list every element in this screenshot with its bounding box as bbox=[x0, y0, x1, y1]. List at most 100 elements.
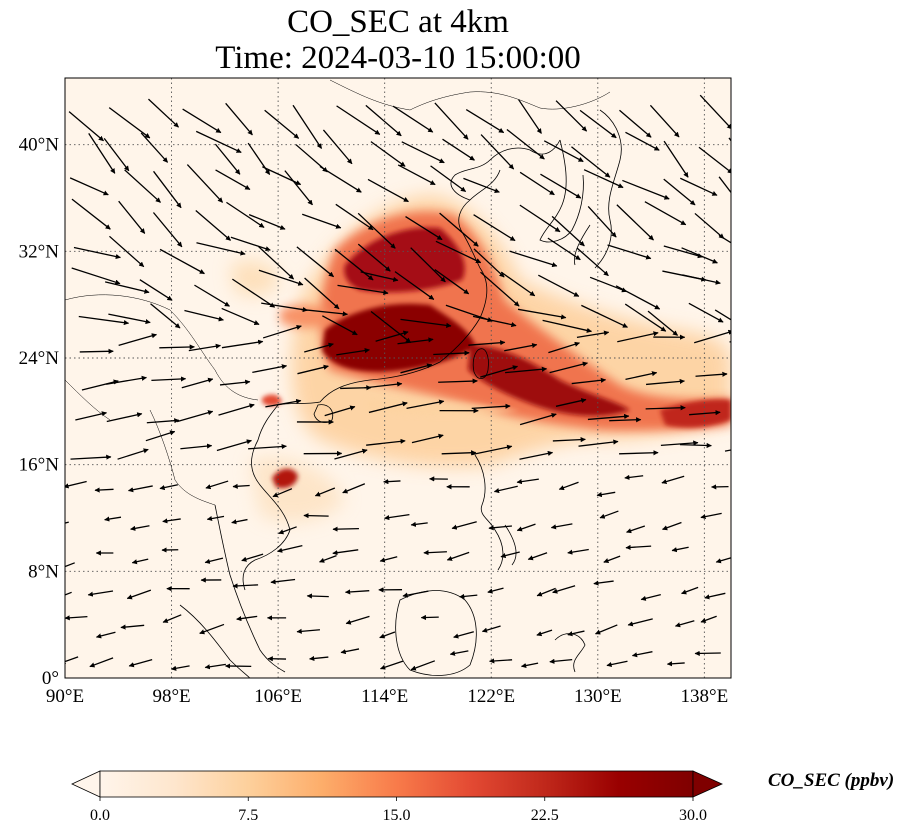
wind-arrow bbox=[552, 437, 586, 443]
wind-arrow bbox=[65, 656, 79, 664]
wind-arrow bbox=[262, 324, 302, 339]
lon-tick-label: 138°E bbox=[681, 686, 729, 707]
wind-arrow bbox=[324, 405, 356, 417]
wind-arrow bbox=[379, 556, 398, 563]
wind-arrow bbox=[336, 105, 381, 136]
wind-arrow bbox=[423, 550, 447, 556]
wind-arrow bbox=[579, 109, 617, 139]
wind-arrow bbox=[406, 399, 445, 410]
wind-arrow bbox=[277, 545, 303, 553]
map-frame bbox=[64, 77, 732, 679]
wind-arrow bbox=[640, 594, 661, 601]
wind-arrow bbox=[543, 140, 584, 163]
wind-arrow bbox=[732, 281, 762, 307]
wind-arrow bbox=[261, 302, 308, 313]
wind-arrow bbox=[663, 178, 696, 206]
wind-arrow bbox=[379, 631, 396, 639]
wind-arrow bbox=[87, 590, 114, 597]
wind-arrow bbox=[384, 514, 410, 521]
wind-arrow bbox=[718, 234, 731, 244]
wind-arrow bbox=[231, 518, 248, 525]
wind-arrow bbox=[73, 246, 121, 260]
wind-arrow bbox=[519, 171, 555, 196]
wind-arrow bbox=[567, 548, 589, 555]
wind-arrow bbox=[666, 661, 685, 667]
colorbar-tick-label: 22.5 bbox=[531, 807, 559, 824]
wind-arrow bbox=[332, 549, 359, 556]
wind-arrow bbox=[438, 378, 478, 384]
wind-arrow bbox=[488, 525, 512, 531]
wind-arrow bbox=[714, 309, 731, 321]
wind-arrow bbox=[644, 201, 687, 226]
wind-arrow bbox=[71, 267, 121, 285]
wind-arrow bbox=[646, 378, 685, 386]
wind-arrow bbox=[694, 329, 731, 344]
colorbar-tick-label: 7.5 bbox=[238, 807, 258, 824]
wind-arrow bbox=[519, 450, 554, 460]
wind-arrow bbox=[272, 488, 293, 498]
wind-arrow bbox=[65, 591, 72, 596]
wind-arrow bbox=[252, 364, 288, 374]
plume-mid-west bbox=[280, 304, 335, 328]
wind-arrow bbox=[71, 198, 111, 230]
wind-arrow bbox=[257, 245, 295, 280]
wind-arrow bbox=[118, 333, 157, 346]
wind-arrow bbox=[284, 170, 313, 206]
wind-arrow bbox=[296, 246, 334, 278]
wind-arrow bbox=[571, 377, 607, 385]
wind-arrow bbox=[258, 269, 304, 286]
wind-arrow bbox=[615, 285, 661, 310]
wind-arrow bbox=[688, 302, 724, 323]
wind-arrow bbox=[65, 562, 75, 568]
wind-arrow bbox=[410, 521, 428, 527]
wind-arrow bbox=[336, 347, 370, 356]
wind-arrow bbox=[69, 177, 109, 196]
wind-arrow bbox=[265, 398, 302, 408]
wind-arrow bbox=[118, 200, 146, 234]
wind-arrow bbox=[603, 555, 621, 564]
wind-arrow bbox=[481, 625, 501, 633]
wind-arrow bbox=[471, 444, 513, 456]
wind-arrow bbox=[383, 479, 401, 485]
wind-arrow bbox=[718, 176, 731, 194]
wind-arrow bbox=[542, 319, 592, 333]
lon-tick-label: 114°E bbox=[361, 686, 408, 707]
wind-arrow bbox=[441, 450, 477, 456]
map-title-line1: CO_SEC at 4km bbox=[287, 4, 509, 40]
wind-arrow bbox=[199, 623, 225, 635]
wind-arrow bbox=[397, 164, 436, 186]
wind-arrow bbox=[340, 648, 360, 655]
wind-arrow bbox=[538, 274, 580, 297]
wind-arrow bbox=[375, 330, 409, 342]
wind-arrow bbox=[182, 108, 222, 134]
wind-arrow bbox=[241, 553, 264, 562]
wind-arrow bbox=[430, 165, 467, 193]
wind-arrow bbox=[184, 309, 224, 322]
wind-arrow bbox=[236, 615, 258, 622]
wind-arrow bbox=[435, 240, 482, 264]
wind-arrow bbox=[625, 131, 660, 151]
wind-arrow bbox=[549, 658, 573, 664]
wind-arrow bbox=[232, 483, 250, 489]
wind-arrow bbox=[555, 100, 588, 132]
longitude-tick-labels: 90°E 98°E 106°E 114°E 122°E 130°E 138°E bbox=[46, 686, 728, 707]
wind-arrow bbox=[128, 659, 153, 668]
colorbar-tick-label: 30.0 bbox=[679, 807, 707, 824]
wind-arrow bbox=[106, 375, 147, 385]
wind-arrow bbox=[446, 551, 470, 561]
wind-arrow bbox=[148, 98, 179, 128]
wind-arrow bbox=[221, 339, 264, 349]
coastline-japan bbox=[573, 109, 622, 269]
wind-arrow bbox=[442, 138, 475, 161]
wind-arrow bbox=[487, 587, 504, 594]
coastline-sumatra bbox=[179, 604, 251, 678]
wind-arrow bbox=[370, 141, 406, 167]
wind-arrow bbox=[186, 164, 224, 203]
coastline-korea bbox=[539, 139, 584, 243]
wind-arrow bbox=[109, 235, 145, 268]
wind-arrow bbox=[468, 340, 506, 346]
wind-arrow bbox=[473, 214, 516, 242]
wind-arrow bbox=[681, 247, 718, 264]
wind-arrow bbox=[449, 650, 469, 656]
wind-arrow bbox=[94, 487, 114, 493]
